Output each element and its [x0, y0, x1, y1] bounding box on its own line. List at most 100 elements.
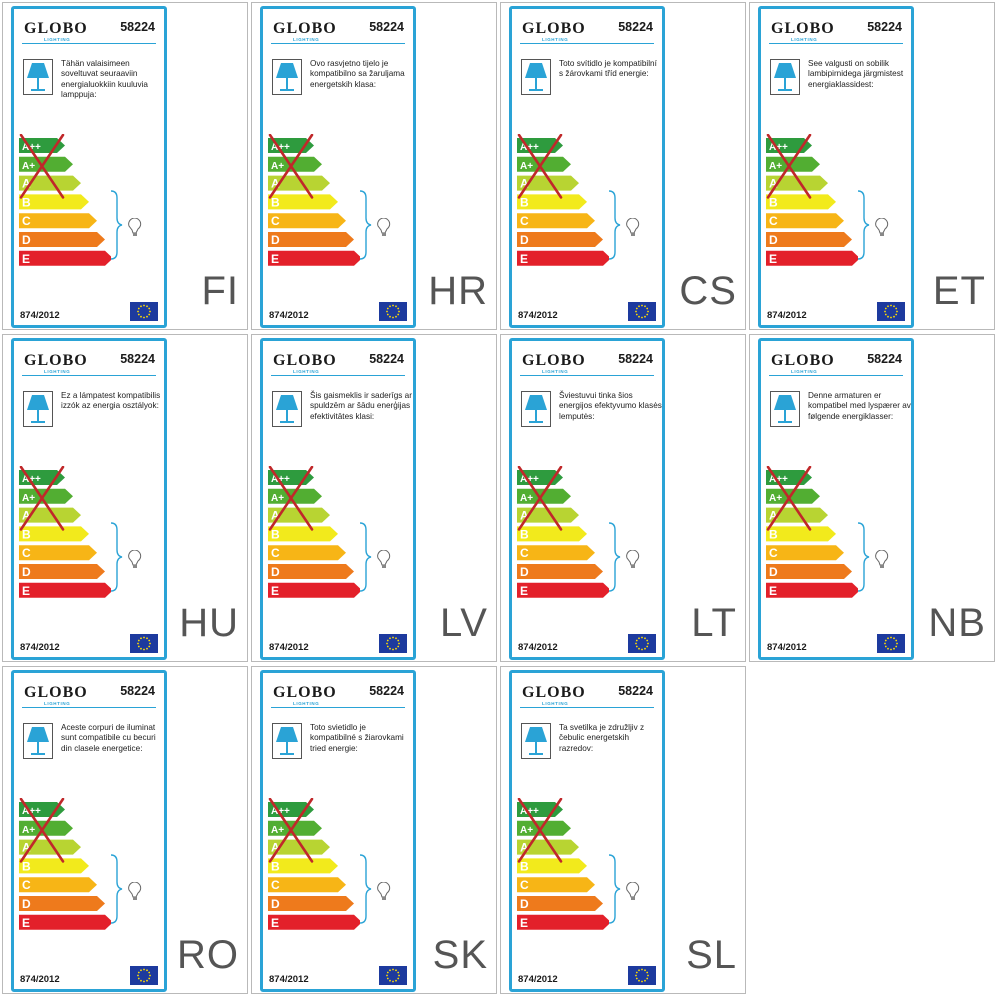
eu-star: [887, 647, 889, 650]
eu-star: [148, 645, 151, 648]
energy-class-label: A+: [769, 493, 782, 504]
energy-class-label: E: [271, 584, 279, 598]
energy-class-label: C: [271, 878, 280, 892]
light-bulb-icon: [875, 550, 889, 568]
eu-star: [887, 315, 889, 318]
eu-star: [397, 307, 400, 310]
language-panel-hr: GLOBO LIGHTING 58224 Ovo rasvjetno tijel…: [251, 2, 497, 330]
eu-star: [890, 648, 892, 651]
energy-class-arrow: [19, 250, 111, 266]
energy-class-arrow: [517, 858, 587, 874]
energy-label-card: GLOBO LIGHTING 58224 Ovo rasvjetno tijel…: [260, 6, 416, 328]
energy-class-label: C: [271, 214, 280, 228]
energy-class-arrow: [268, 213, 346, 229]
eu-flag-icon: [379, 302, 407, 321]
eu-star: [395, 305, 397, 308]
language-code: ET: [932, 269, 986, 313]
table-lamp-icon: [23, 391, 53, 427]
eu-star: [386, 971, 389, 974]
brace-icon: [857, 522, 870, 592]
eu-star: [389, 969, 391, 972]
brand-logo: GLOBO: [771, 352, 835, 369]
strike-cross-line: [517, 798, 563, 863]
eu-flag-icon: [130, 302, 158, 321]
header-divider: [520, 43, 654, 44]
compatibility-text: Ez a lámpatest kompatibilis izzók az ene…: [61, 391, 161, 411]
eu-star: [641, 980, 643, 983]
regulation-number: 874/2012: [20, 642, 60, 653]
energy-class-label: A: [520, 509, 529, 523]
brand-logo: GLOBO: [522, 20, 586, 37]
strike-cross-line: [19, 134, 65, 199]
energy-class-label: C: [22, 878, 31, 892]
eu-star: [890, 316, 892, 319]
energy-class-arrow: [268, 564, 354, 579]
energy-class-arrow: [19, 820, 73, 836]
energy-class-arrow: [766, 250, 858, 266]
energy-class-label: B: [22, 859, 31, 873]
brace-icon: [608, 522, 621, 592]
energy-class-label: A+: [769, 161, 782, 172]
eu-star: [895, 645, 898, 648]
language-panel-et: GLOBO LIGHTING 58224 See valgusti on sob…: [749, 2, 995, 330]
eu-star: [635, 310, 637, 313]
energy-class-label: E: [271, 916, 279, 930]
table-lamp-icon: [272, 391, 302, 427]
energy-label-card: GLOBO LIGHTING 58224 Ta svetilka je zdru…: [509, 670, 665, 992]
brand-logo: GLOBO: [24, 20, 88, 37]
energy-class-arrow: [268, 545, 346, 561]
eu-star: [392, 636, 394, 639]
light-bulb-icon: [626, 550, 640, 568]
regulation-number: 874/2012: [518, 642, 558, 653]
language-code: HU: [179, 601, 239, 645]
eu-flag-icon: [130, 634, 158, 653]
language-panel-sl: GLOBO LIGHTING 58224 Ta svetilka je zdru…: [500, 666, 746, 994]
eu-star: [140, 637, 142, 640]
energy-label-card: GLOBO LIGHTING 58224 Aceste corpuri de i…: [11, 670, 167, 992]
brand-subtitle: LIGHTING: [293, 369, 320, 374]
energy-class-label: A: [271, 509, 280, 523]
table-lamp-icon: [521, 59, 551, 95]
eu-star: [635, 313, 638, 316]
energy-class-arrow: [766, 156, 820, 172]
eu-star: [140, 305, 142, 308]
eu-star: [395, 647, 397, 650]
energy-class-label: A++: [520, 806, 539, 817]
eu-flag-icon: [877, 302, 905, 321]
eu-star: [896, 310, 898, 313]
language-code: LT: [691, 601, 737, 645]
table-lamp-icon: [770, 391, 800, 427]
eu-flag-icon: [379, 966, 407, 985]
eu-flag-icon: [628, 966, 656, 985]
energy-class-arrow: [19, 156, 73, 172]
brace-icon: [110, 522, 123, 592]
compatibility-text: See valgusti on sobilik lambipirnidega j…: [808, 59, 904, 89]
eu-star: [146, 315, 148, 318]
header-divider: [520, 707, 654, 708]
eu-star: [148, 971, 151, 974]
eu-star: [646, 645, 649, 648]
energy-class-label: B: [520, 195, 529, 209]
header-divider: [271, 43, 405, 44]
energy-class-label: A++: [22, 806, 41, 817]
energy-class-arrow: [268, 877, 346, 893]
strike-cross-line: [766, 134, 812, 199]
eu-star: [397, 977, 400, 980]
eu-star: [644, 979, 646, 982]
energy-class-label: A: [520, 177, 529, 191]
model-number: 58224: [618, 20, 653, 34]
compatibility-text: Toto svietidlo je kompatibilné s žiarovk…: [310, 723, 404, 753]
eu-flag-icon: [628, 302, 656, 321]
eu-star: [392, 648, 394, 651]
eu-star: [890, 636, 892, 639]
brand-subtitle: LIGHTING: [44, 369, 71, 374]
regulation-number: 874/2012: [269, 974, 309, 985]
energy-class-label: A+: [520, 493, 533, 504]
brand-subtitle: LIGHTING: [44, 37, 71, 42]
language-panel-sk: GLOBO LIGHTING 58224 Toto svietidlo je k…: [251, 666, 497, 994]
eu-star: [146, 647, 148, 650]
eu-star: [149, 642, 151, 645]
language-code: FI: [201, 269, 239, 313]
